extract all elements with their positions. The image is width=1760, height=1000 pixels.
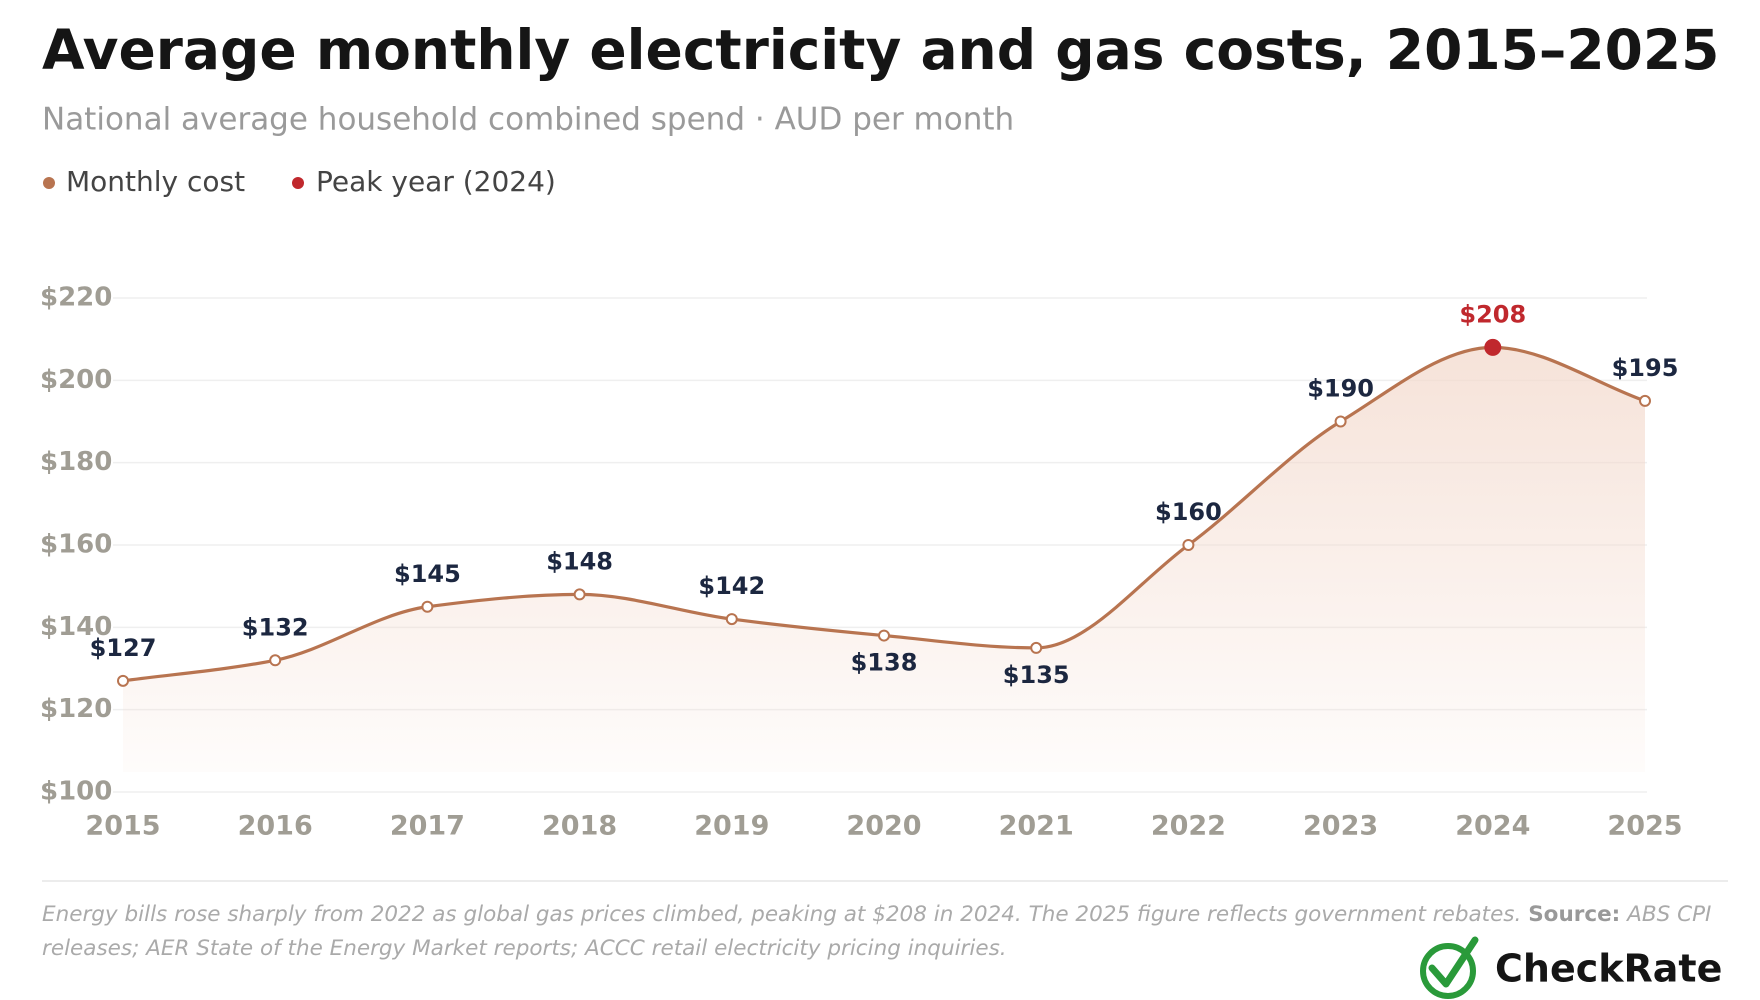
point — [725, 613, 738, 626]
source-text: ABS CPI releases; AER State of the Energ… — [42, 902, 1712, 961]
x-tick-label: 2023 — [1303, 811, 1378, 842]
point — [117, 674, 129, 687]
y-tick-label: $180 — [40, 447, 112, 477]
point — [1182, 539, 1195, 551]
x-tick-label: 2024 — [1455, 811, 1530, 842]
data-label: $195 — [1612, 354, 1679, 382]
x-tick-label: 2022 — [1151, 811, 1226, 842]
x-tick-label: 2025 — [1607, 811, 1682, 842]
point — [1030, 641, 1043, 654]
point — [1334, 415, 1347, 428]
x-tick-label: 2016 — [238, 811, 313, 842]
data-label: $145 — [394, 560, 461, 588]
point — [269, 654, 282, 667]
data-label: $148 — [546, 547, 613, 575]
y-tick-label: $120 — [40, 694, 112, 724]
chart-subtitle: National average household combined spen… — [42, 102, 1014, 138]
area — [123, 347, 1645, 772]
point — [573, 588, 586, 601]
x-tick-label: 2015 — [85, 811, 160, 842]
x-tick-label: 2017 — [390, 811, 465, 842]
data-label: $142 — [698, 572, 765, 600]
source-label: Source: — [1528, 902, 1621, 927]
footnote-text: Energy bills rose sharply from 2022 as g… — [42, 902, 1522, 927]
data-label: $132 — [242, 613, 309, 641]
y-tick-label: $200 — [40, 365, 112, 395]
data-label: $127 — [90, 634, 157, 662]
x-tick-label: 2018 — [542, 811, 617, 842]
point — [878, 629, 890, 642]
logo-text: CheckRate — [1495, 947, 1722, 991]
x-tick-label: 2019 — [694, 811, 769, 842]
line — [122, 345, 1646, 683]
y-tick-label: $100 — [40, 777, 112, 807]
peak-point — [1484, 338, 1502, 356]
logo-ring — [1420, 943, 1476, 999]
y-tick-label: $220 — [40, 283, 112, 313]
y-tick-label: $140 — [40, 612, 112, 642]
x-tick-label: 2020 — [846, 811, 921, 842]
data-label: $190 — [1307, 375, 1374, 403]
x-tick-label: 2021 — [999, 811, 1074, 842]
point — [421, 600, 434, 613]
legend-label: Peak year (2024) — [316, 165, 556, 198]
data-label: $208 — [1459, 300, 1526, 328]
legend-label: Monthly cost — [66, 165, 245, 198]
data-label: $135 — [1003, 661, 1070, 689]
chart-title: Average monthly electricity and gas cost… — [42, 18, 1719, 82]
point — [1639, 394, 1651, 407]
data-label: $138 — [851, 649, 918, 677]
data-label: $160 — [1155, 498, 1222, 526]
legend-swatch — [292, 177, 304, 189]
logo: CheckRate — [1420, 936, 1722, 999]
footnote: Energy bills rose sharply from 2022 as g… — [42, 898, 1732, 966]
y-tick-label: $160 — [40, 530, 112, 560]
legend-swatch — [43, 177, 55, 189]
logo-check — [1428, 936, 1479, 988]
